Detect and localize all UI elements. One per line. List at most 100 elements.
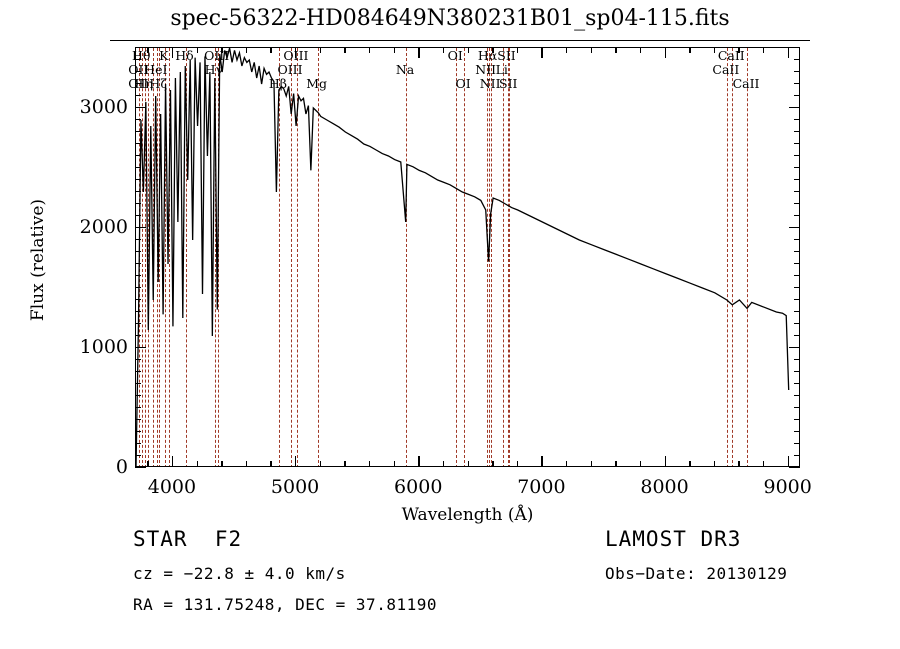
spectral-line-label-H: Hη (134, 76, 153, 91)
y-tick-3300 (135, 71, 141, 73)
y-tick-500 (135, 407, 141, 409)
spectral-line-label-OIII: OIII (204, 48, 230, 63)
spectral-line-marker-H (278, 48, 280, 466)
spectral-line-marker-CaII (726, 48, 728, 466)
y-tick-right-2000 (789, 227, 800, 229)
y-tick-3000 (135, 107, 146, 109)
y-tick-800 (135, 371, 141, 373)
y-tick-right-1800 (794, 251, 800, 253)
y-tick-3500 (135, 47, 141, 49)
x-tick-6600 (492, 461, 494, 467)
y-tick-3200 (135, 83, 141, 85)
spectral-line-marker-H (185, 48, 187, 466)
x-tick-9000 (787, 456, 790, 467)
x-tick-top-8600 (738, 47, 740, 53)
y-tick-right-3100 (794, 95, 800, 97)
y-tick-label-3000: 3000 (79, 96, 128, 118)
y-axis-title: Flux (relative) (28, 198, 48, 322)
x-tick-top-4000 (171, 47, 174, 58)
y-tick-1900 (135, 239, 141, 241)
x-tick-8800 (763, 461, 765, 467)
y-tick-right-1300 (794, 311, 800, 313)
x-tick-label-8000: 8000 (640, 476, 689, 498)
spectral-line-label-HeI: HeI (144, 62, 168, 77)
spectral-line-label-OIII: OIII (277, 62, 303, 77)
spectral-line-label-H: Hα (477, 48, 498, 63)
spectral-line-label-OI: OI (455, 76, 471, 91)
x-tick-top-4200 (196, 47, 198, 53)
y-tick-right-1900 (794, 239, 800, 241)
spectral-line-marker-H (142, 48, 144, 466)
y-tick-right-2100 (794, 215, 800, 217)
x-tick-5600 (368, 461, 371, 467)
y-tick-right-300 (794, 431, 800, 433)
x-tick-top-6000 (418, 47, 420, 58)
x-tick-top-5200 (319, 47, 322, 53)
x-tick-label-5000: 5000 (270, 476, 320, 498)
spectral-line-label-H: Hζ (149, 76, 168, 91)
x-tick-top-5800 (393, 47, 395, 53)
x-tick-top-4600 (245, 47, 248, 53)
y-tick-label-0: 0 (115, 456, 128, 478)
x-tick-8200 (689, 461, 691, 467)
survey-name: LAMOST DR3 (605, 527, 742, 551)
y-tick-1700 (135, 263, 141, 265)
spectral-line-marker-K (164, 48, 166, 466)
spectral-line-marker-SII (507, 48, 509, 466)
x-tick-7600 (615, 461, 617, 467)
x-tick-4600 (245, 461, 248, 467)
y-tick-right-1100 (794, 335, 800, 337)
y-tick-2400 (135, 179, 141, 181)
y-tick-200 (135, 443, 141, 445)
y-tick-right-2700 (794, 143, 800, 145)
y-tick-2500 (135, 167, 141, 169)
spectral-line-marker-OIII (291, 48, 293, 466)
obs-date: Obs−Date: 20130129 (605, 564, 788, 583)
y-tick-right-3500 (794, 47, 800, 49)
y-tick-1300 (135, 311, 141, 313)
spectral-line-label-K: K (159, 48, 169, 63)
spectral-line-label-Na: Na (395, 62, 415, 77)
y-tick-right-1000 (789, 347, 800, 349)
x-tick-7800 (639, 461, 642, 467)
y-tick-400 (135, 419, 141, 421)
x-tick-8600 (738, 461, 740, 467)
y-tick-right-700 (794, 383, 800, 385)
spectral-line-marker-CaII (747, 48, 749, 466)
x-tick-top-8000 (664, 47, 666, 58)
y-tick-right-1700 (794, 263, 800, 265)
x-tick-top-6200 (442, 47, 445, 53)
page-title: spec-56322-HD084649N380231B01_sp04-115.f… (170, 6, 730, 31)
y-tick-2700 (135, 143, 141, 145)
x-tick-top-5000 (295, 47, 297, 58)
spectral-line-label-NII: NII (479, 76, 501, 91)
spectral-line-label-H: Hβ (268, 76, 288, 91)
spectral-line-marker-CaII (732, 48, 734, 466)
spectral-line-marker-H (214, 48, 216, 466)
x-tick-top-7400 (590, 47, 593, 53)
y-tick-right-600 (794, 395, 800, 397)
y-tick-300 (135, 431, 141, 433)
y-tick-right-1600 (794, 275, 800, 277)
y-tick-600 (135, 395, 141, 397)
x-tick-4400 (221, 461, 223, 467)
y-tick-1400 (135, 299, 141, 301)
x-tick-label-9000: 9000 (763, 476, 812, 498)
x-tick-4000 (171, 456, 174, 467)
y-tick-right-2400 (794, 179, 800, 181)
spectral-line-marker-Na (406, 48, 408, 466)
y-tick-right-1200 (794, 323, 800, 325)
x-axis-title: Wavelength (Å) (401, 505, 534, 525)
x-tick-top-6800 (516, 47, 519, 53)
spectral-line-marker-OI (456, 48, 458, 466)
y-tick-1200 (135, 323, 141, 325)
spectral-class: F2 (214, 527, 243, 551)
spectral-line-marker-H (144, 48, 146, 466)
x-tick-3800 (147, 461, 149, 467)
x-tick-top-3800 (147, 47, 149, 53)
plot-area (136, 48, 799, 466)
x-tick-7400 (590, 461, 593, 467)
y-tick-right-2200 (794, 203, 800, 205)
spectral-line-marker-NII (486, 48, 488, 466)
